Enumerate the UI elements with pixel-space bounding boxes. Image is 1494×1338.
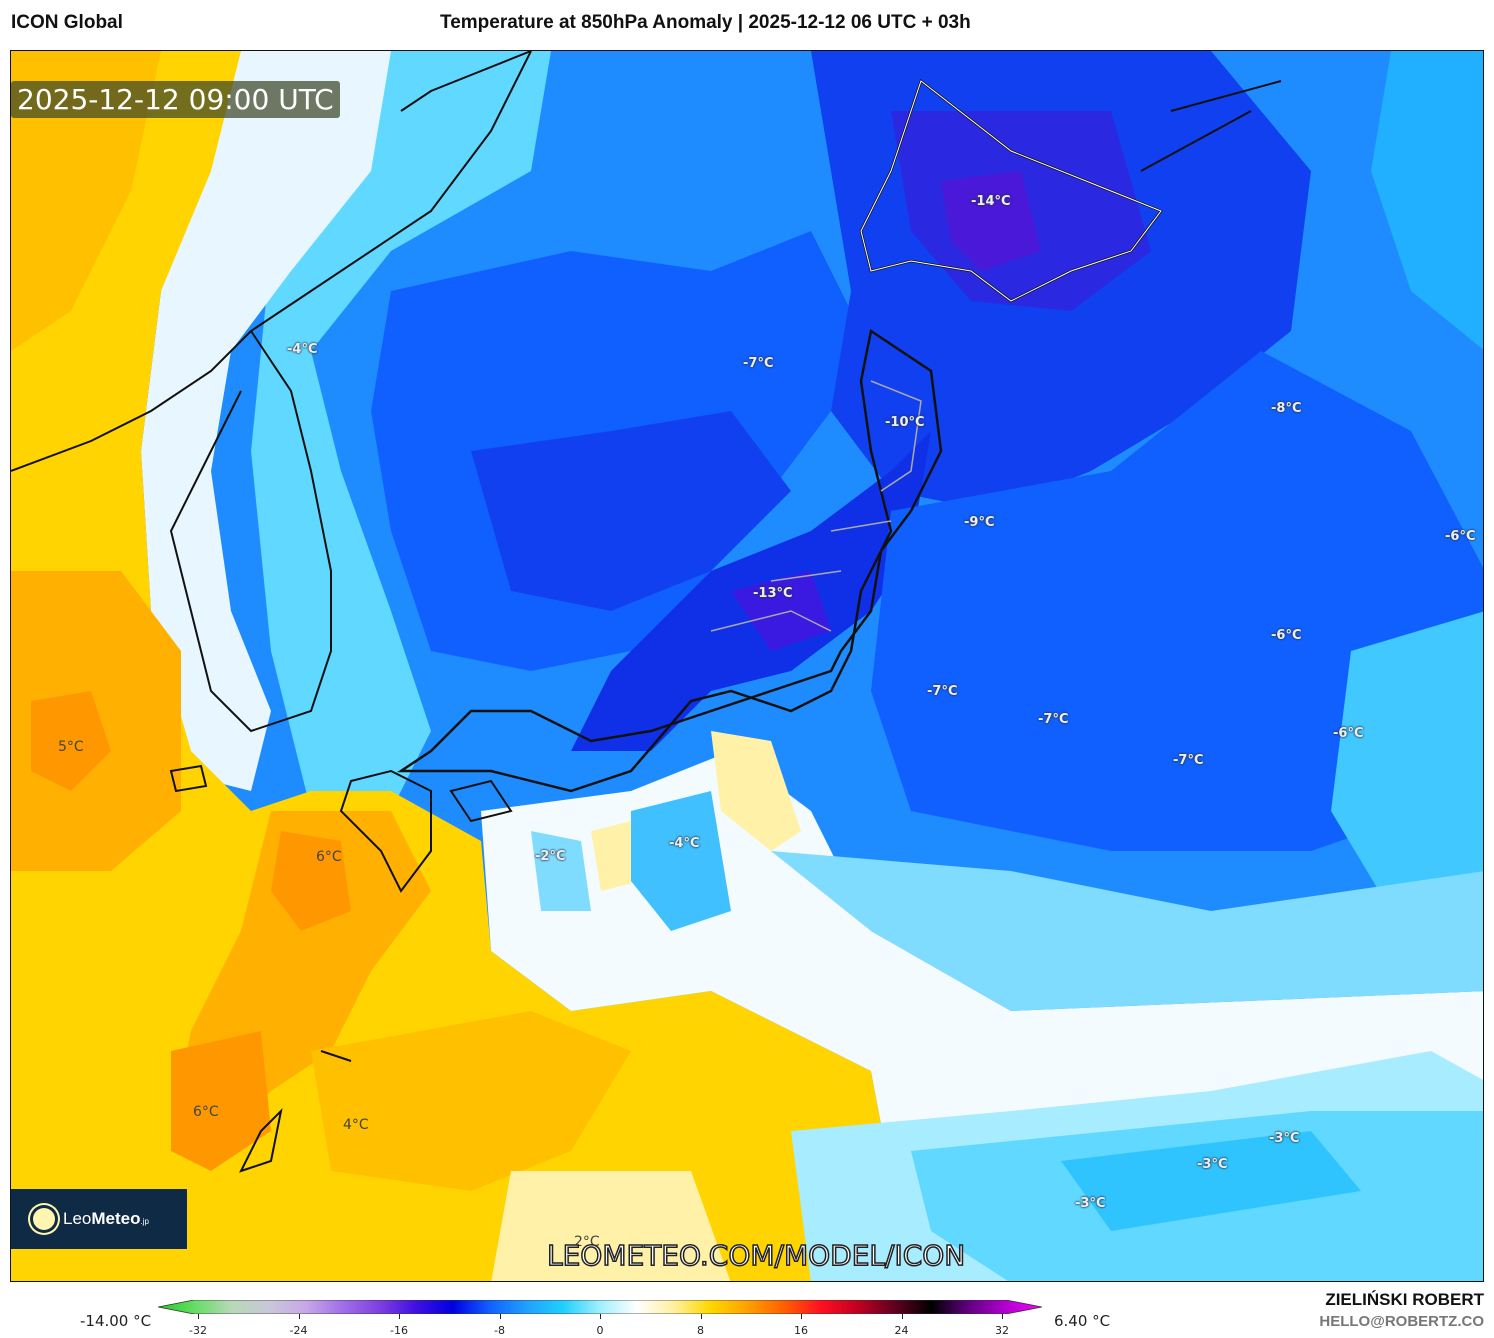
contour-label: -3°C (1075, 1196, 1106, 1211)
tick-mark (499, 1314, 501, 1319)
tick-label: 0 (596, 1324, 604, 1337)
contour-label: -9°C (964, 515, 995, 530)
contour-label: -3°C (1197, 1157, 1228, 1172)
tick-label: -32 (189, 1324, 207, 1337)
tick-label: -8 (494, 1324, 505, 1337)
contour-label: 6°C (193, 1104, 219, 1120)
tick-label: -16 (390, 1324, 408, 1337)
author-credit: ZIELIŃSKI ROBERT (1325, 1290, 1484, 1309)
contour-label: 6°C (316, 849, 342, 865)
tick-label: 16 (794, 1324, 808, 1337)
contour-label: -8°C (1271, 401, 1302, 416)
tick-mark (600, 1314, 601, 1319)
leometeo-logo[interactable]: LeoMeteo.jp (11, 1189, 187, 1249)
contour-label: 2°C (574, 1234, 600, 1250)
contour-label: -2°C (535, 849, 566, 864)
tick-mark (700, 1314, 702, 1319)
tick-mark (901, 1314, 903, 1319)
colorbar (158, 1300, 1042, 1314)
contour-label: -13°C (753, 586, 793, 601)
logo-text: LeoMeteo.jp (63, 1209, 149, 1228)
tick-mark (399, 1314, 400, 1319)
tick-mark (298, 1314, 300, 1319)
tick-label: -24 (289, 1324, 308, 1337)
tick-mark (1002, 1314, 1003, 1319)
contour-label: -6°C (1445, 529, 1476, 544)
tick-mark (801, 1314, 802, 1319)
contour-label: -14°C (971, 194, 1011, 209)
contour-label: 5°C (58, 739, 84, 755)
contour-label: -4°C (287, 342, 318, 357)
contour-label: -6°C (1271, 628, 1302, 643)
contour-label: -4°C (669, 836, 700, 851)
tick-label: 8 (697, 1324, 704, 1337)
valid-time-badge: 2025-12-12 09:00 UTC (11, 81, 340, 118)
contour-label: -7°C (743, 356, 774, 371)
tick-label: 32 (995, 1324, 1009, 1337)
chart-title: Temperature at 850hPa Anomaly | 2025-12-… (440, 12, 971, 33)
colorbar-max-label: 6.40 °C (1054, 1312, 1111, 1330)
contour-label: -7°C (927, 684, 958, 699)
watermark-url: LEOMETEO.COM/MODEL/ICON (546, 1238, 966, 1273)
contour-label: -3°C (1269, 1131, 1300, 1146)
contour-label: -6°C (1333, 726, 1364, 741)
contour-label: -7°C (1038, 712, 1069, 727)
contour-label: -10°C (885, 415, 925, 430)
model-name: ICON Global (11, 12, 123, 33)
colorbar-min-label: -14.00 °C (80, 1312, 152, 1330)
sun-icon (33, 1208, 55, 1230)
anomaly-field (11, 51, 1483, 1281)
author-email: HELLO@ROBERTZ.CO (1319, 1313, 1484, 1330)
temperature-anomaly-map[interactable]: 2025-12-12 09:00 UTC -14°C -7°C -10°C -8°C -… (10, 50, 1484, 1282)
tick-mark (198, 1314, 199, 1319)
contour-label: -7°C (1173, 753, 1204, 768)
tick-label: 24 (894, 1324, 909, 1337)
contour-label: 4°C (343, 1117, 369, 1133)
